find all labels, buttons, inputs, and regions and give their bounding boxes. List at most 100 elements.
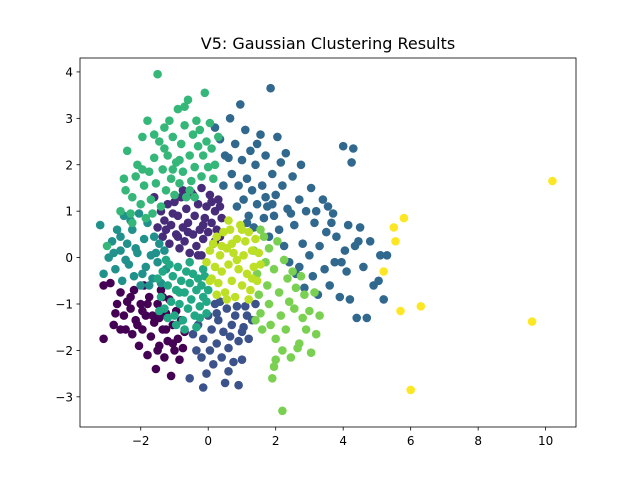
data-point — [347, 158, 356, 167]
data-point — [406, 385, 416, 395]
data-point — [301, 325, 311, 334]
data-point — [168, 209, 178, 218]
data-point — [209, 239, 218, 248]
data-point — [116, 206, 125, 216]
data-point — [116, 325, 125, 334]
data-point — [109, 320, 118, 330]
data-point — [249, 262, 259, 272]
data-point — [224, 343, 233, 353]
data-point — [193, 199, 203, 209]
data-point — [244, 334, 253, 344]
data-point — [205, 246, 215, 255]
data-point — [286, 209, 296, 218]
data-point — [143, 350, 152, 360]
data-point — [183, 227, 193, 237]
data-point — [161, 225, 171, 234]
data-point — [153, 274, 162, 283]
data-point — [237, 281, 247, 290]
data-point — [224, 367, 233, 376]
data-point — [318, 195, 328, 204]
data-point — [254, 248, 264, 258]
data-point — [273, 237, 282, 246]
data-point — [155, 306, 164, 316]
data-point — [298, 313, 308, 323]
series-5 — [153, 255, 213, 334]
data-point — [195, 302, 205, 311]
data-point — [225, 332, 235, 341]
data-point — [136, 281, 145, 290]
data-point — [128, 218, 137, 228]
data-point — [165, 116, 174, 125]
data-point — [225, 114, 235, 123]
y-tick-label: −2 — [55, 344, 73, 358]
data-point — [180, 325, 189, 334]
data-point — [296, 160, 306, 170]
data-point — [160, 144, 169, 153]
data-point — [416, 302, 426, 311]
data-point — [161, 255, 171, 265]
data-point — [153, 346, 162, 355]
data-point — [178, 315, 188, 325]
data-point — [134, 209, 144, 218]
data-point — [160, 216, 169, 225]
data-point — [288, 267, 297, 276]
data-point — [284, 297, 294, 307]
data-point — [203, 227, 213, 237]
data-point — [399, 213, 409, 223]
data-point — [352, 313, 362, 323]
data-point — [207, 218, 216, 228]
data-point — [234, 380, 243, 390]
data-point — [323, 202, 333, 211]
data-point — [185, 374, 194, 383]
data-point — [237, 155, 247, 165]
data-point — [198, 151, 208, 160]
data-point — [205, 118, 215, 128]
data-point — [217, 353, 226, 362]
data-point — [121, 255, 130, 265]
data-point — [180, 237, 189, 246]
data-point — [305, 251, 314, 260]
data-point — [153, 69, 162, 79]
data-point — [330, 257, 340, 267]
data-point — [328, 209, 338, 218]
data-point — [241, 302, 250, 311]
data-point — [247, 274, 257, 283]
data-point — [202, 137, 211, 146]
data-point — [151, 179, 161, 188]
data-point — [190, 192, 199, 202]
data-point — [141, 213, 151, 223]
data-point — [197, 353, 206, 362]
data-point — [171, 320, 181, 330]
data-point — [192, 322, 201, 332]
data-point — [295, 195, 304, 204]
data-point — [99, 269, 108, 279]
data-point — [229, 357, 238, 367]
data-point — [155, 239, 164, 248]
data-point — [175, 288, 184, 297]
data-point — [136, 199, 145, 209]
series-2 — [185, 297, 260, 392]
data-point — [215, 297, 225, 307]
data-point — [131, 172, 140, 181]
data-point — [379, 295, 389, 304]
data-point — [311, 329, 321, 339]
data-point — [134, 341, 144, 351]
data-point — [212, 290, 221, 300]
data-point — [198, 334, 208, 344]
data-point — [305, 306, 314, 316]
data-point — [244, 295, 253, 304]
x-tick-label: 4 — [339, 434, 347, 448]
data-point — [230, 311, 240, 320]
data-point — [293, 343, 302, 353]
x-tick-label: 0 — [204, 434, 212, 448]
data-point — [198, 383, 208, 392]
data-point — [209, 360, 218, 369]
data-point — [548, 176, 557, 186]
data-point — [175, 244, 184, 253]
series-6 — [102, 69, 223, 251]
data-point — [225, 225, 235, 234]
data-point — [175, 355, 184, 365]
data-point — [183, 304, 193, 313]
data-point — [391, 237, 400, 246]
